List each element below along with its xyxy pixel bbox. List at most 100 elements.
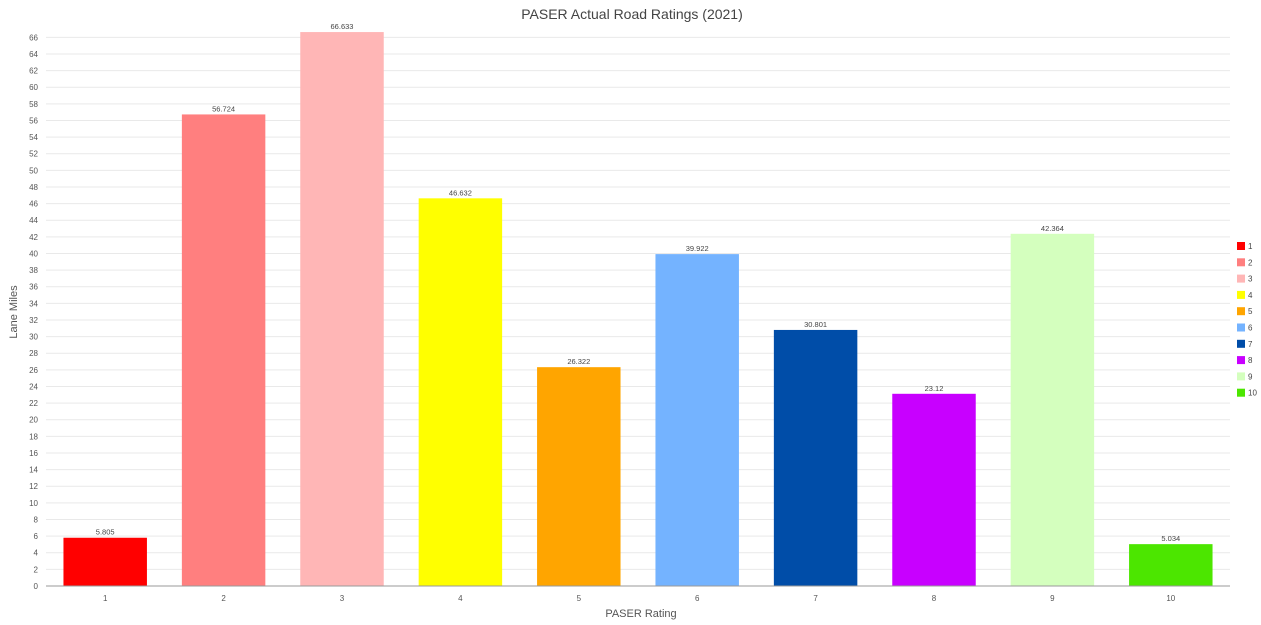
y-tick-label: 2 bbox=[34, 565, 39, 574]
data-label: 23.12 bbox=[925, 384, 944, 393]
bar-rating-10[interactable] bbox=[1129, 544, 1213, 586]
y-tick-label: 0 bbox=[34, 582, 39, 591]
y-tick-label: 8 bbox=[34, 515, 39, 524]
legend-item[interactable]: 8 bbox=[1237, 356, 1253, 365]
y-tick-label: 36 bbox=[29, 283, 38, 292]
y-tick-label: 52 bbox=[29, 150, 38, 159]
data-label: 66.633 bbox=[331, 22, 354, 31]
y-tick-label: 12 bbox=[29, 482, 38, 491]
x-tick-label: 5 bbox=[577, 594, 582, 603]
y-tick-label: 34 bbox=[29, 299, 38, 308]
legend-label: 9 bbox=[1248, 372, 1253, 381]
legend-swatch bbox=[1237, 372, 1245, 381]
y-tick-label: 66 bbox=[29, 33, 38, 42]
legend-item[interactable]: 2 bbox=[1237, 258, 1253, 267]
data-labels: 5.805 56.724 66.633 46.632 26.322 39.922 30.80… bbox=[96, 22, 1180, 543]
legend-item[interactable]: 7 bbox=[1237, 339, 1253, 349]
data-label: 42.364 bbox=[1041, 224, 1064, 233]
x-axis-title: PASER Rating bbox=[605, 608, 676, 620]
legend-label: 4 bbox=[1248, 291, 1253, 300]
legend-item[interactable]: 6 bbox=[1237, 323, 1253, 333]
x-tick-label: 1 bbox=[103, 594, 108, 603]
legend-label: 8 bbox=[1248, 356, 1253, 365]
data-label: 30.801 bbox=[804, 320, 827, 329]
legend-item[interactable]: 9 bbox=[1237, 372, 1253, 381]
y-tick-label: 18 bbox=[29, 432, 38, 441]
x-tick-label: 4 bbox=[458, 594, 463, 603]
legend-item[interactable]: 10 bbox=[1237, 388, 1257, 398]
y-tick-label: 28 bbox=[29, 349, 38, 358]
bar-rating-2[interactable] bbox=[181, 114, 266, 586]
y-tick-label: 4 bbox=[34, 549, 39, 558]
legend-label: 1 bbox=[1248, 242, 1253, 251]
y-axis-ticks: 0246810121416182022242628303234363840424… bbox=[29, 33, 38, 591]
y-tick-label: 20 bbox=[29, 416, 38, 425]
data-label: 5.034 bbox=[1161, 534, 1180, 543]
legend-label: 7 bbox=[1248, 340, 1253, 349]
y-tick-label: 50 bbox=[29, 166, 38, 175]
y-tick-label: 30 bbox=[29, 333, 38, 342]
x-tick-label: 6 bbox=[695, 594, 700, 603]
bar-rating-6[interactable] bbox=[655, 254, 739, 586]
bar-rating-1[interactable] bbox=[63, 537, 147, 586]
y-tick-label: 22 bbox=[29, 399, 38, 408]
legend-swatch bbox=[1237, 290, 1245, 299]
legend-swatch bbox=[1237, 339, 1245, 348]
legend-swatch bbox=[1237, 274, 1245, 283]
y-tick-label: 48 bbox=[29, 183, 38, 192]
data-label: 26.322 bbox=[567, 357, 590, 366]
data-label: 56.724 bbox=[212, 104, 235, 113]
legend-swatch bbox=[1237, 323, 1245, 332]
y-tick-label: 60 bbox=[29, 83, 38, 92]
y-tick-label: 46 bbox=[29, 200, 38, 209]
bar-rating-5[interactable] bbox=[537, 367, 621, 586]
legend-label: 6 bbox=[1248, 324, 1253, 333]
y-tick-label: 64 bbox=[29, 50, 38, 59]
x-tick-label: 3 bbox=[340, 594, 345, 603]
bar-rating-3[interactable] bbox=[300, 32, 384, 587]
y-tick-label: 62 bbox=[29, 67, 38, 76]
y-tick-label: 32 bbox=[29, 316, 38, 325]
legend-label: 3 bbox=[1248, 275, 1253, 284]
bar-rating-9[interactable] bbox=[1010, 233, 1095, 586]
x-tick-label: 2 bbox=[221, 594, 226, 603]
data-label: 39.922 bbox=[686, 244, 709, 253]
bar-rating-7[interactable] bbox=[773, 329, 858, 586]
x-tick-label: 7 bbox=[813, 594, 818, 603]
legend-swatch bbox=[1237, 356, 1245, 365]
chart-title: PASER Actual Road Ratings (2021) bbox=[521, 6, 743, 22]
y-tick-label: 56 bbox=[29, 116, 38, 125]
y-tick-label: 58 bbox=[29, 100, 38, 109]
legend-swatch bbox=[1237, 258, 1245, 267]
y-axis-title: Lane Miles bbox=[8, 285, 20, 339]
legend-label: 10 bbox=[1248, 389, 1257, 398]
legend-item[interactable]: 3 bbox=[1237, 274, 1253, 284]
x-tick-label: 8 bbox=[932, 594, 937, 603]
data-label: 5.805 bbox=[96, 528, 115, 537]
legend-item[interactable]: 5 bbox=[1237, 307, 1253, 316]
y-tick-label: 10 bbox=[29, 499, 38, 508]
legend-swatch bbox=[1237, 307, 1245, 316]
data-label: 46.632 bbox=[449, 188, 472, 197]
y-tick-label: 26 bbox=[29, 366, 38, 375]
y-tick-label: 14 bbox=[29, 466, 38, 475]
legend-swatch bbox=[1237, 388, 1245, 397]
legend-swatch bbox=[1237, 242, 1245, 250]
y-tick-label: 38 bbox=[29, 266, 38, 275]
y-tick-label: 44 bbox=[29, 216, 38, 225]
y-tick-label: 6 bbox=[34, 532, 39, 541]
bar-rating-8[interactable] bbox=[892, 393, 976, 586]
legend-item[interactable]: 4 bbox=[1237, 290, 1253, 300]
x-axis-ticks: 1 2 3 4 5 6 7 8 9 10 bbox=[103, 594, 1176, 603]
y-tick-label: 40 bbox=[29, 249, 38, 258]
y-tick-label: 42 bbox=[29, 233, 38, 242]
legend-label: 2 bbox=[1248, 258, 1253, 267]
legend-item[interactable]: 1 bbox=[1237, 242, 1253, 251]
x-tick-label: 9 bbox=[1050, 594, 1055, 603]
y-tick-label: 16 bbox=[29, 449, 38, 458]
bar-rating-4[interactable] bbox=[418, 198, 503, 586]
y-tick-label: 54 bbox=[29, 133, 38, 142]
legend: 1 2 3 4 5 6 7 8 9 10 bbox=[1237, 242, 1257, 398]
